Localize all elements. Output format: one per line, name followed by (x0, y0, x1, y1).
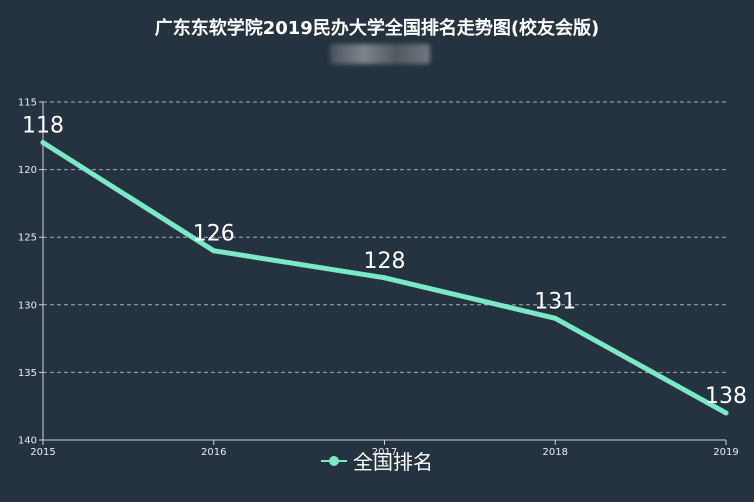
data-label: 128 (364, 249, 406, 274)
x-tick-label: 2016 (201, 447, 226, 458)
data-point (552, 315, 558, 321)
y-tick-label: 140 (18, 436, 37, 447)
data-label: 138 (705, 384, 747, 409)
legend-label: 全国排名 (353, 450, 433, 474)
legend-marker-icon (321, 454, 347, 468)
x-tick-label: 2017 (372, 447, 397, 458)
series-layer (40, 140, 729, 416)
grid-layer (43, 101, 726, 373)
x-tick-label: 2019 (713, 447, 738, 458)
y-tick-label: 135 (18, 368, 37, 379)
y-tick-label: 125 (18, 233, 37, 244)
data-label: 131 (534, 289, 576, 314)
blurred-subtitle (330, 44, 430, 64)
chart-title: 广东东软学院2019民办大学全国排名走势图(校友会版) (154, 18, 600, 39)
data-point (382, 275, 387, 281)
x-tick-label: 2015 (30, 447, 55, 458)
y-tick-label: 115 (18, 98, 37, 109)
data-point (40, 140, 46, 146)
data-label: 118 (22, 114, 64, 139)
x-tick-label: 2018 (543, 447, 568, 458)
data-point (723, 410, 729, 416)
y-tick-label: 130 (18, 300, 37, 311)
data-point (211, 248, 217, 254)
legend[interactable]: 全国排名 (0, 446, 754, 475)
label-layer: 118 126 128 131 138 (22, 114, 747, 409)
y-tick-label: 120 (18, 165, 37, 176)
data-label: 126 (193, 222, 235, 247)
